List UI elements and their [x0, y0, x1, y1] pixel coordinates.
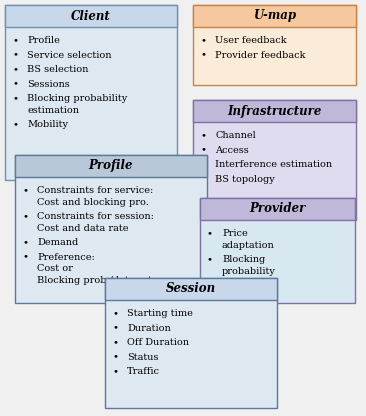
- Text: Blocking: Blocking: [222, 255, 265, 264]
- Text: •: •: [200, 131, 206, 140]
- Text: •: •: [12, 94, 18, 103]
- Text: Status: Status: [127, 353, 158, 362]
- Text: •: •: [200, 36, 206, 45]
- Text: BS topology: BS topology: [215, 175, 275, 184]
- Text: •: •: [112, 309, 118, 318]
- Text: Access: Access: [215, 146, 249, 155]
- Text: estimation: estimation: [222, 278, 274, 287]
- Bar: [193, 100, 356, 220]
- Text: •: •: [112, 338, 118, 347]
- Bar: [15, 155, 207, 177]
- Bar: [193, 5, 356, 85]
- Text: •: •: [200, 160, 206, 169]
- Text: Profile: Profile: [27, 36, 60, 45]
- Text: •: •: [200, 175, 206, 184]
- Text: Constraints for session:: Constraints for session:: [37, 212, 154, 221]
- Text: U-map: U-map: [253, 10, 296, 22]
- Bar: [193, 5, 356, 27]
- Text: Blocking probability: Blocking probability: [27, 94, 127, 103]
- Text: Profile: Profile: [89, 159, 133, 173]
- Text: Sessions: Sessions: [27, 80, 70, 89]
- Text: Blocking prob./data rate: Blocking prob./data rate: [37, 276, 158, 285]
- Text: Preference:: Preference:: [37, 253, 95, 262]
- Text: Infrastructure: Infrastructure: [227, 104, 322, 117]
- Text: •: •: [12, 51, 18, 60]
- Text: Channel: Channel: [215, 131, 256, 140]
- Text: Cost and data rate: Cost and data rate: [37, 224, 128, 233]
- Text: Client: Client: [71, 10, 111, 22]
- Text: •: •: [12, 36, 18, 45]
- Bar: [15, 155, 207, 303]
- Text: •: •: [112, 324, 118, 333]
- Text: Price: Price: [222, 229, 248, 238]
- Bar: [193, 100, 356, 122]
- Text: Provider: Provider: [249, 203, 306, 215]
- Text: Session: Session: [166, 282, 216, 295]
- Text: Mobility: Mobility: [27, 120, 68, 129]
- Bar: [5, 5, 177, 27]
- Text: •: •: [200, 51, 206, 60]
- Bar: [200, 198, 355, 303]
- Text: •: •: [112, 353, 118, 362]
- Text: Off Duration: Off Duration: [127, 338, 189, 347]
- Text: •: •: [22, 238, 28, 247]
- Text: Constraints for service:: Constraints for service:: [37, 186, 153, 195]
- Text: estimation: estimation: [27, 106, 79, 115]
- Text: Starting time: Starting time: [127, 309, 193, 318]
- Bar: [5, 5, 177, 180]
- Text: •: •: [200, 146, 206, 155]
- Text: •: •: [22, 186, 28, 195]
- Text: Provider feedback: Provider feedback: [215, 51, 306, 60]
- Text: Interference estimation: Interference estimation: [215, 160, 332, 169]
- Text: Cost and blocking pro.: Cost and blocking pro.: [37, 198, 149, 207]
- Text: •: •: [112, 367, 118, 376]
- Text: •: •: [22, 253, 28, 262]
- Bar: [105, 278, 277, 300]
- Text: BS selection: BS selection: [27, 65, 88, 74]
- Text: •: •: [22, 212, 28, 221]
- Bar: [200, 198, 355, 220]
- Text: adaptation: adaptation: [222, 241, 275, 250]
- Text: Traffic: Traffic: [127, 367, 160, 376]
- Text: •: •: [207, 255, 213, 264]
- Text: Cost or: Cost or: [37, 264, 73, 273]
- Text: Service selection: Service selection: [27, 51, 112, 60]
- Text: •: •: [207, 229, 213, 238]
- Text: •: •: [12, 80, 18, 89]
- Bar: [105, 278, 277, 408]
- Text: Demand: Demand: [37, 238, 78, 247]
- Text: •: •: [12, 120, 18, 129]
- Text: User feedback: User feedback: [215, 36, 287, 45]
- Text: Duration: Duration: [127, 324, 171, 333]
- Text: probability: probability: [222, 267, 276, 276]
- Text: •: •: [12, 65, 18, 74]
